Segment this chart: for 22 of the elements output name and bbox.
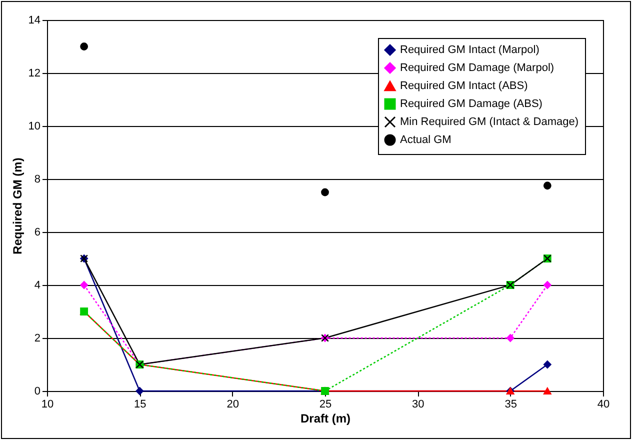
x-tick-label: 35 [504,398,517,410]
legend-label: Actual GM [400,134,452,146]
y-axis-title: Required GM (m) [10,158,24,254]
x-tick-label: 20 [226,398,239,410]
y-tick-label: 12 [28,68,40,80]
x-tick-label: 15 [134,398,146,410]
y-tick-label: 0 [34,386,40,398]
x-tick-label: 30 [412,398,424,410]
y-tick-label: 14 [28,14,40,26]
legend-label: Required GM Intact (ABS) [400,80,528,92]
y-tick-label: 4 [34,280,40,292]
legend-label: Min Required GM (Intact & Damage) [400,116,579,128]
y-tick-label: 2 [34,332,40,344]
legend-label: Required GM Damage (ABS) [400,98,542,110]
x-axis-title: Draft (m) [300,412,350,426]
x-tick-label: 25 [319,398,332,410]
legend-label: Required GM Damage (Marpol) [400,62,554,74]
y-tick-label: 6 [34,226,40,238]
y-tick-label: 8 [34,174,40,186]
y-tick-label: 10 [28,120,40,132]
x-tick-label: 40 [597,398,610,410]
legend-label: Required GM Intact (Marpol) [400,44,540,56]
